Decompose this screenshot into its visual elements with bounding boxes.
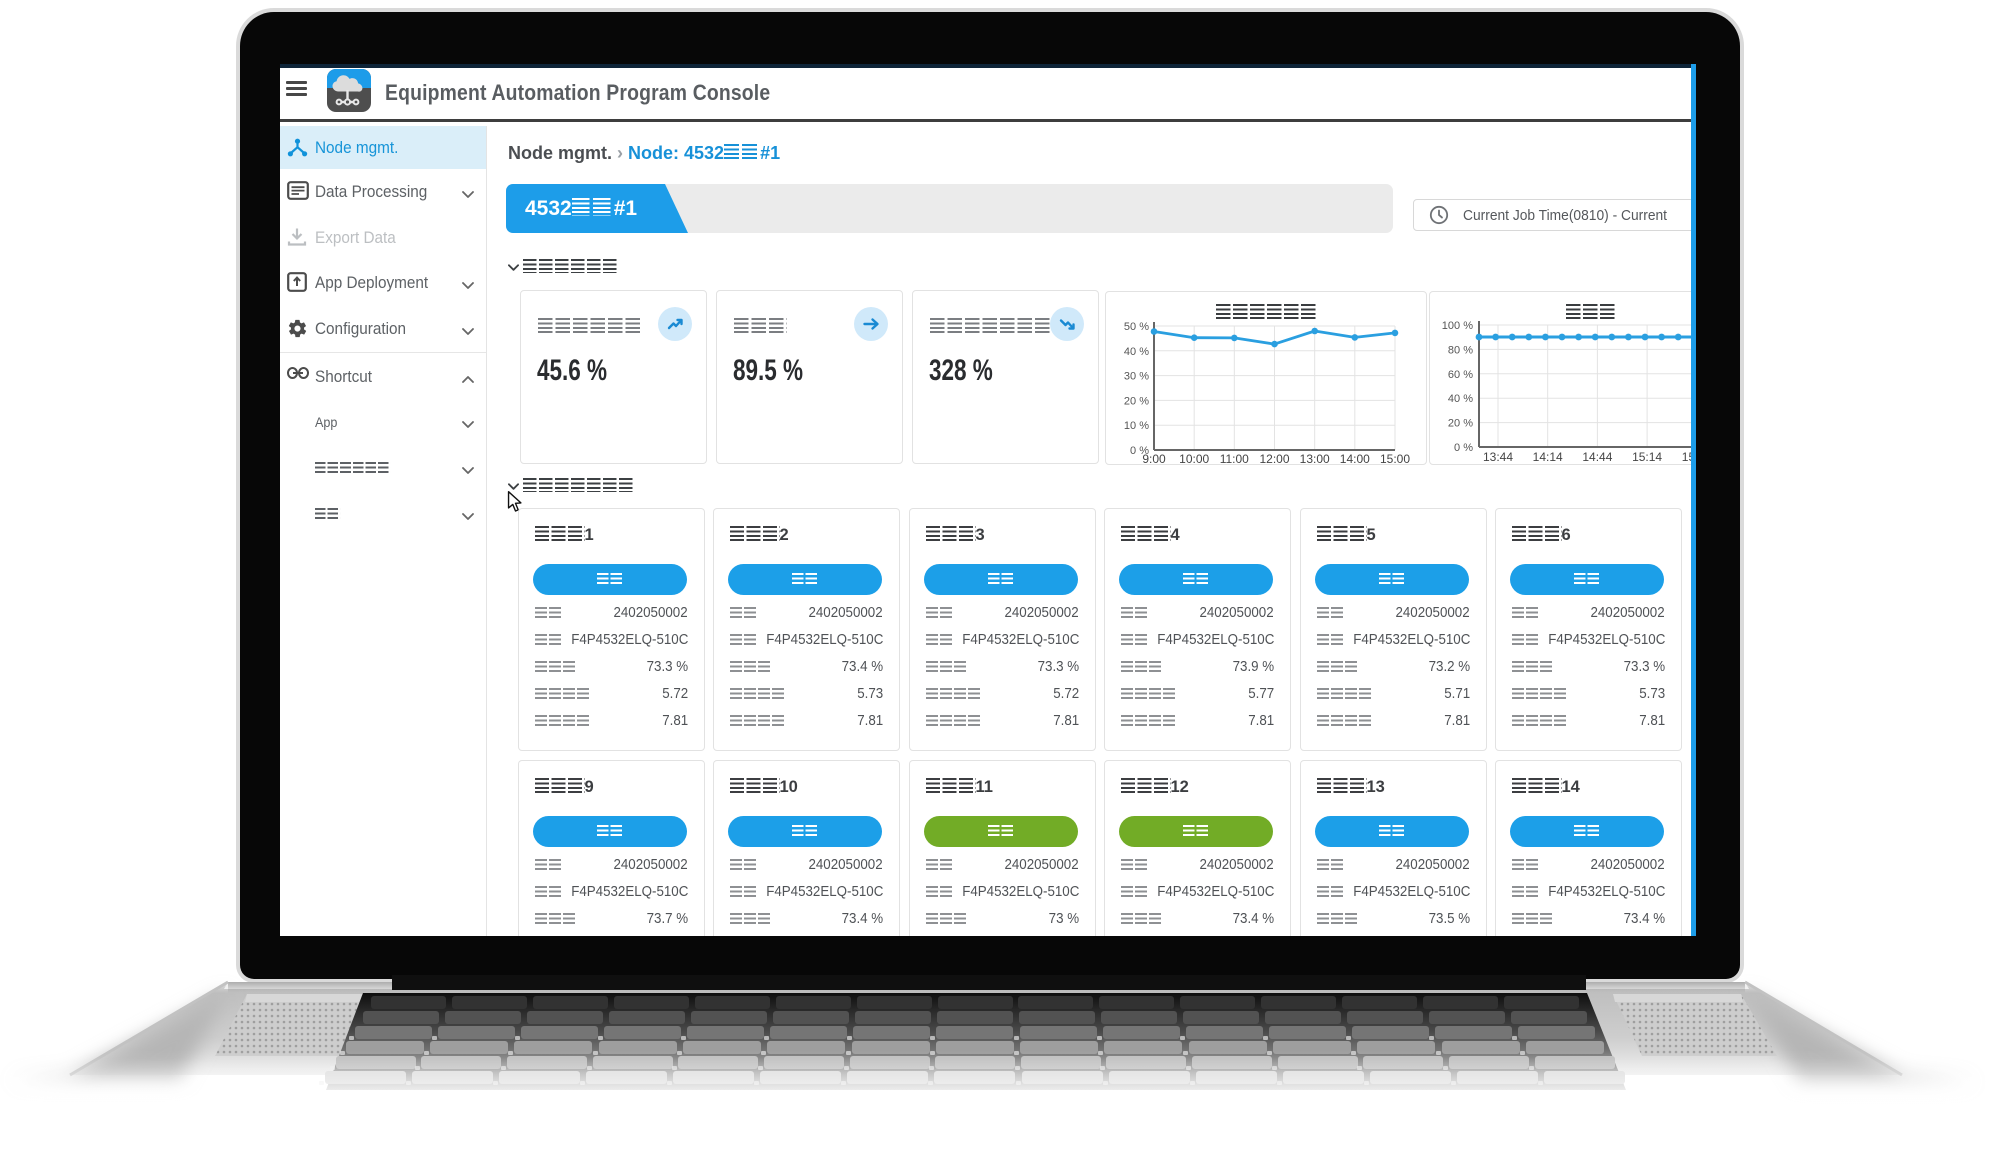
svg-text:80 %: 80 % bbox=[1448, 344, 1473, 356]
svg-text:15:14: 15:14 bbox=[1632, 450, 1662, 464]
svg-text:50 %: 50 % bbox=[1124, 321, 1149, 333]
svg-text:9:00: 9:00 bbox=[1142, 452, 1166, 464]
svg-text:14:00: 14:00 bbox=[1340, 452, 1370, 464]
svg-text:13:44: 13:44 bbox=[1483, 450, 1513, 464]
svg-text:11:00: 11:00 bbox=[1220, 452, 1249, 464]
svg-text:12:00: 12:00 bbox=[1259, 452, 1289, 464]
svg-text:60 %: 60 % bbox=[1448, 369, 1473, 381]
svg-text:14:44: 14:44 bbox=[1582, 450, 1612, 464]
svg-text:40 %: 40 % bbox=[1448, 393, 1473, 405]
svg-text:10:00: 10:00 bbox=[1179, 452, 1209, 464]
svg-text:100 %: 100 % bbox=[1442, 320, 1473, 332]
svg-text:10 %: 10 % bbox=[1124, 420, 1149, 432]
svg-text:20 %: 20 % bbox=[1448, 418, 1473, 430]
svg-text:0 %: 0 % bbox=[1130, 445, 1149, 457]
svg-text:30 %: 30 % bbox=[1124, 371, 1149, 383]
svg-text:20 %: 20 % bbox=[1124, 395, 1149, 407]
svg-text:13:00: 13:00 bbox=[1300, 452, 1330, 464]
svg-text:15:00: 15:00 bbox=[1380, 452, 1410, 464]
svg-text:0 %: 0 % bbox=[1454, 442, 1473, 454]
svg-text:14:14: 14:14 bbox=[1533, 450, 1563, 464]
svg-text:40 %: 40 % bbox=[1124, 346, 1149, 358]
